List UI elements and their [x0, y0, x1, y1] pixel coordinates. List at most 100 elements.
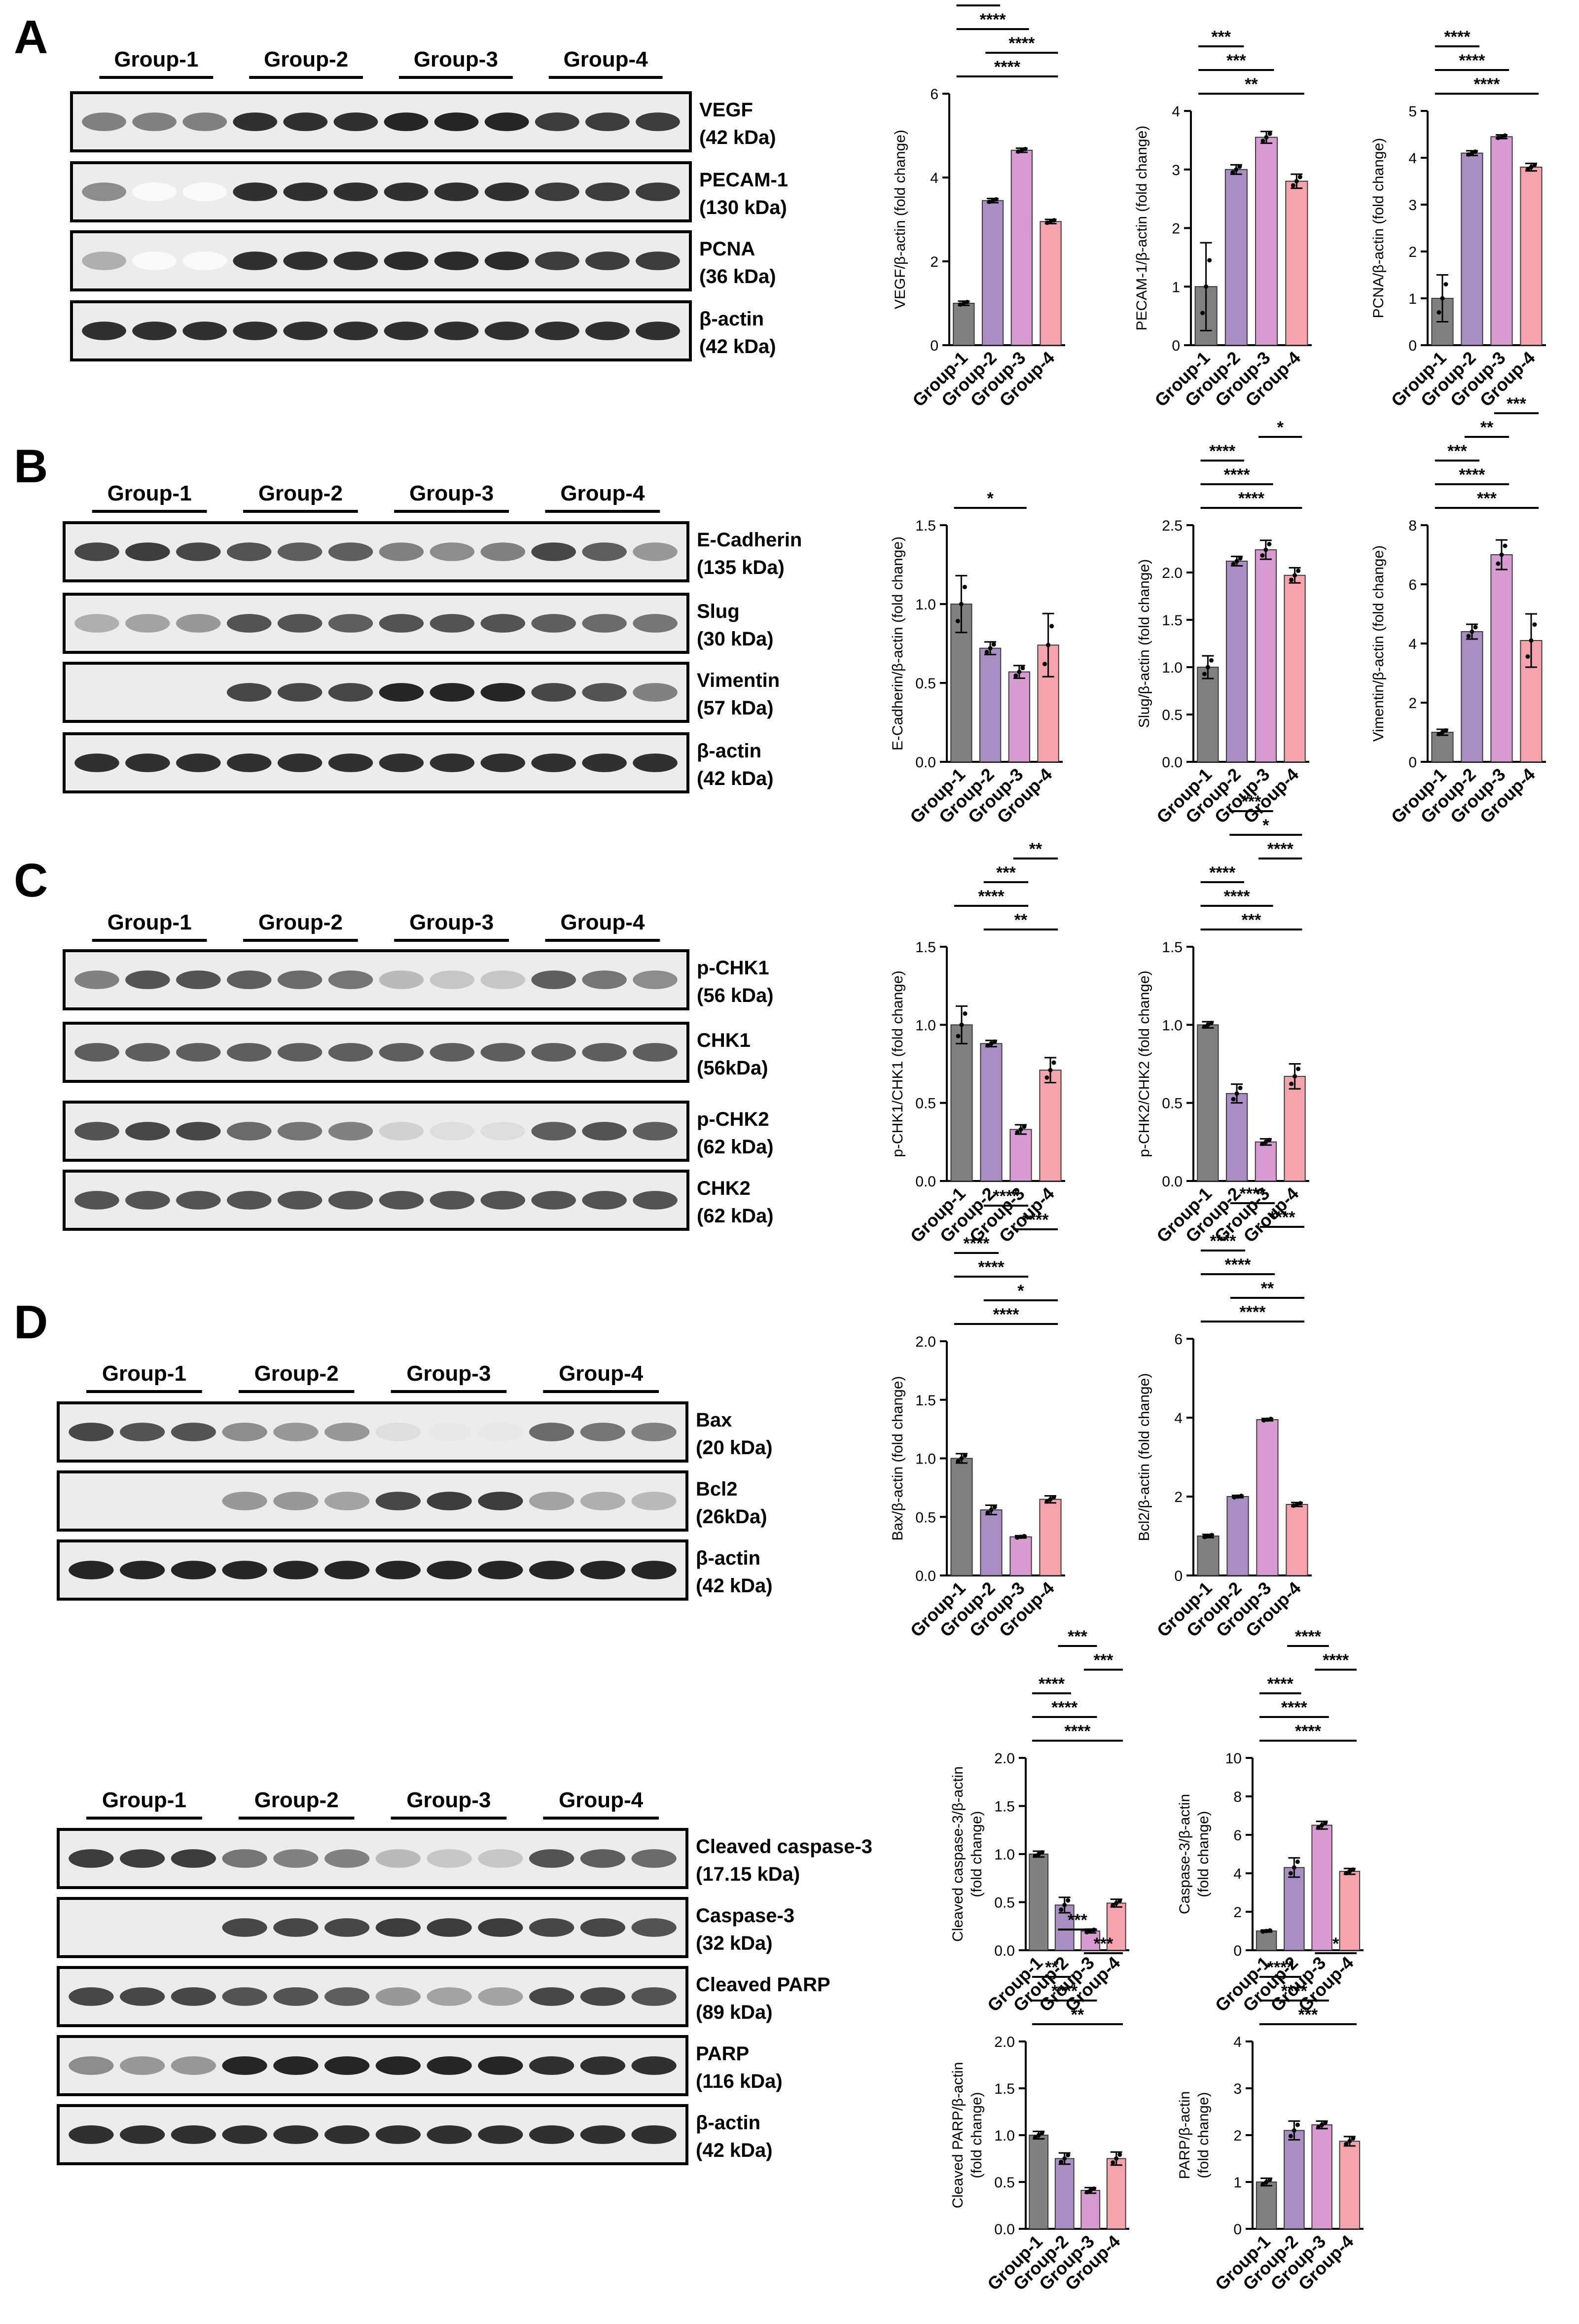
significance-label: *** [1507, 394, 1526, 413]
bar-2 [1284, 1867, 1305, 1951]
data-point [1020, 666, 1025, 671]
bar-3 [1256, 1419, 1279, 1576]
y-axis-label: (fold change) [969, 1811, 985, 1897]
blot-band [132, 322, 177, 340]
data-point [1316, 1825, 1321, 1830]
y-tick-label: 2.5 [1162, 518, 1183, 534]
blot-band [580, 1987, 626, 2006]
bar-2 [1461, 152, 1483, 346]
bar-4 [1106, 1902, 1126, 1951]
y-tick-label: 1.0 [1162, 660, 1183, 676]
data-point [1232, 1495, 1237, 1500]
blot-band [119, 2056, 165, 2075]
significance-label: * [1262, 816, 1269, 835]
y-axis-label: Bax/β-actin (fold change) [890, 1376, 906, 1540]
data-point [1052, 218, 1057, 223]
data-point [1048, 1068, 1053, 1073]
y-tick-label: 1.5 [915, 518, 936, 534]
blot-band [580, 2125, 626, 2144]
group-label: Group-1 [108, 910, 192, 934]
group-label: Group-3 [409, 910, 494, 934]
blot-band [478, 2056, 523, 2075]
data-point [1529, 638, 1534, 643]
protein-name: VEGF [699, 99, 753, 121]
blot-band [531, 1122, 576, 1141]
blot-band [480, 1191, 526, 1210]
blot-band [333, 322, 378, 340]
protein-kda: (36 kDa) [699, 266, 776, 287]
data-point [1205, 665, 1210, 670]
group-label: Group-3 [409, 481, 494, 505]
data-point [1436, 732, 1441, 737]
data-point [1036, 1852, 1041, 1857]
significance-label: **** [1224, 887, 1251, 906]
blot-band [375, 1492, 421, 1510]
blot-set-d2: Group-1 Group-2 Group-3 Group-4 Cleaved casp… [57, 1788, 872, 2165]
data-point [1238, 556, 1243, 561]
significance-label: **** [1267, 840, 1294, 858]
blot-band [384, 112, 429, 131]
blot-band [375, 2056, 421, 2075]
blot-band [328, 1043, 373, 1062]
significance-label: **** [1281, 1698, 1308, 1717]
data-point [1466, 634, 1471, 639]
protein-kda: (56 kDa) [697, 985, 774, 1006]
blot-band [119, 1987, 165, 2006]
data-point [1288, 2134, 1293, 2139]
data-point [1503, 133, 1507, 138]
panel-letter-b: B [14, 440, 48, 493]
y-tick-label: 1 [1233, 2175, 1242, 2191]
blot-band [580, 2056, 626, 2075]
y-tick-label: 6 [930, 86, 938, 103]
significance-label: **** [1281, 1982, 1308, 2001]
blot-band [434, 251, 479, 270]
protein-kda: (89 kDa) [696, 2002, 773, 2023]
blot-band [132, 112, 177, 131]
protein-name: β-actin [699, 308, 764, 330]
data-point [1022, 1124, 1027, 1129]
data-point [955, 619, 960, 624]
y-tick-label: 8 [1233, 1789, 1242, 1805]
significance-label: **** [1474, 75, 1501, 94]
bar-3 [1490, 136, 1513, 346]
blot-band [324, 1492, 370, 1510]
blot-band [233, 182, 278, 201]
blot-band [529, 1849, 574, 1868]
y-axis-label: VEGF/β-actin (fold change) [892, 130, 908, 309]
blot-band [182, 322, 227, 340]
y-axis-label: (fold change) [969, 2092, 985, 2178]
blot-band [633, 683, 678, 702]
blot-band [277, 614, 323, 633]
y-tick-label: 0 [1408, 754, 1417, 771]
blot-band [384, 182, 429, 201]
blot-band [176, 970, 221, 989]
blot-band [531, 1191, 576, 1210]
significance-label: *** [1211, 28, 1231, 46]
data-point [1265, 1417, 1270, 1422]
group-label: Group-2 [254, 1788, 339, 1812]
blot-band [633, 970, 678, 989]
bar-4 [1040, 221, 1062, 346]
y-tick-label: 6 [1233, 1827, 1242, 1844]
group-label: Group-3 [414, 47, 498, 72]
blot-band [222, 1918, 267, 1937]
protein-name: β-actin [697, 740, 761, 762]
blot-band [631, 1423, 677, 1441]
data-point [1344, 2142, 1349, 2146]
data-point [963, 1011, 968, 1016]
y-axis-label: (fold change) [1195, 2092, 1212, 2178]
blot-band [636, 251, 680, 270]
blot-band [328, 683, 373, 702]
blot-band [226, 614, 272, 633]
blot-band [283, 322, 328, 340]
data-point [1263, 547, 1268, 552]
y-tick-label: 4 [1174, 1410, 1183, 1427]
significance-label: **** [1051, 1982, 1078, 2001]
data-point [962, 584, 967, 589]
protein-name: E-Cadherin [697, 529, 802, 551]
data-point [987, 199, 992, 204]
blot-strip: Vimentin (57 kDa) [63, 662, 780, 723]
y-tick-label: 3 [1233, 2081, 1242, 2097]
